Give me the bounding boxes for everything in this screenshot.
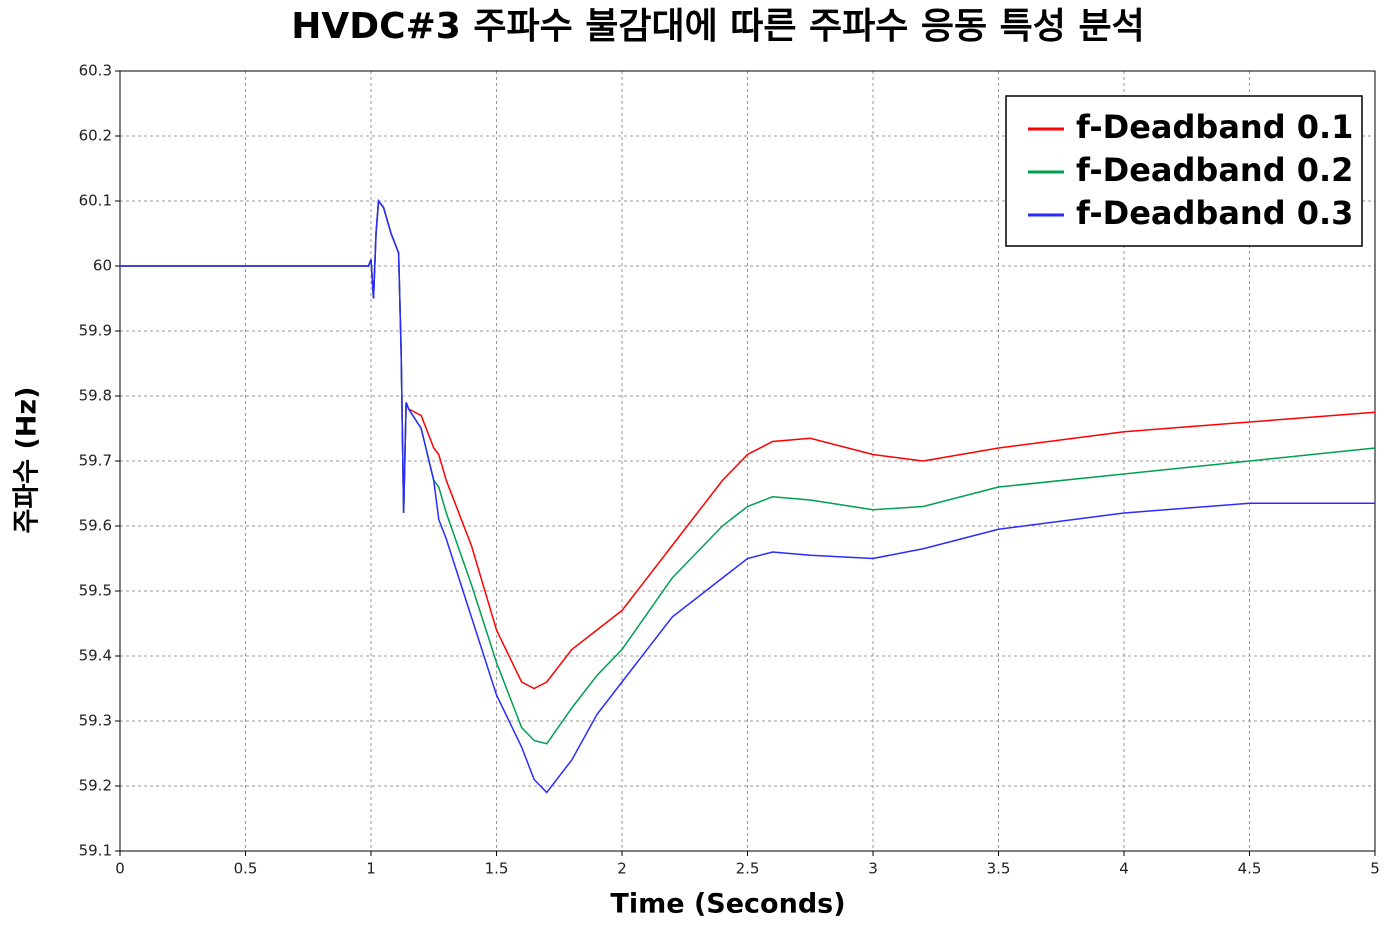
y-axis-label: 주파수 (Hz) — [12, 387, 43, 534]
y-tick-label: 59.8 — [79, 387, 112, 405]
x-axis-label: Time (Seconds) — [610, 889, 845, 920]
y-tick-label: 59.6 — [79, 517, 112, 535]
chart-title: HVDC#3 주파수 불감대에 따른 주파수 응동 특성 분석 — [291, 6, 1144, 47]
x-tick-label: 3 — [868, 860, 878, 878]
x-tick-label: 2.5 — [736, 860, 760, 878]
y-tick-label: 59.4 — [79, 647, 112, 665]
y-tick-label: 59.1 — [79, 842, 112, 860]
y-tick-label: 60.1 — [79, 192, 112, 210]
x-tick-label: 3.5 — [987, 860, 1011, 878]
y-tick-label: 59.5 — [79, 582, 112, 600]
legend-box — [1005, 95, 1363, 247]
legend-label: f-Deadband 0.2 — [1076, 151, 1353, 189]
y-tick-label: 59.7 — [79, 452, 112, 470]
series-line — [120, 198, 1375, 794]
x-tick-label: 4.5 — [1238, 860, 1262, 878]
x-tick-label: 0 — [115, 860, 125, 878]
legend-label: f-Deadband 0.1 — [1076, 108, 1353, 146]
x-tick-label: 4 — [1119, 860, 1129, 878]
x-tick-label: 1 — [366, 860, 376, 878]
x-tick-label: 2 — [617, 860, 627, 878]
y-tick-label: 59.3 — [79, 712, 112, 730]
legend-label: f-Deadband 0.3 — [1076, 194, 1353, 232]
x-tick-label: 0.5 — [234, 860, 258, 878]
y-tick-label: 59.2 — [79, 777, 112, 795]
x-tick-label: 5 — [1370, 860, 1380, 878]
x-tick-label: 1.5 — [485, 860, 509, 878]
y-tick-label: 60.2 — [79, 127, 112, 145]
y-tick-label: 60.3 — [79, 62, 112, 80]
plot-frame — [119, 70, 1376, 852]
y-tick-label: 59.9 — [79, 322, 112, 340]
y-tick-label: 60 — [93, 257, 112, 275]
